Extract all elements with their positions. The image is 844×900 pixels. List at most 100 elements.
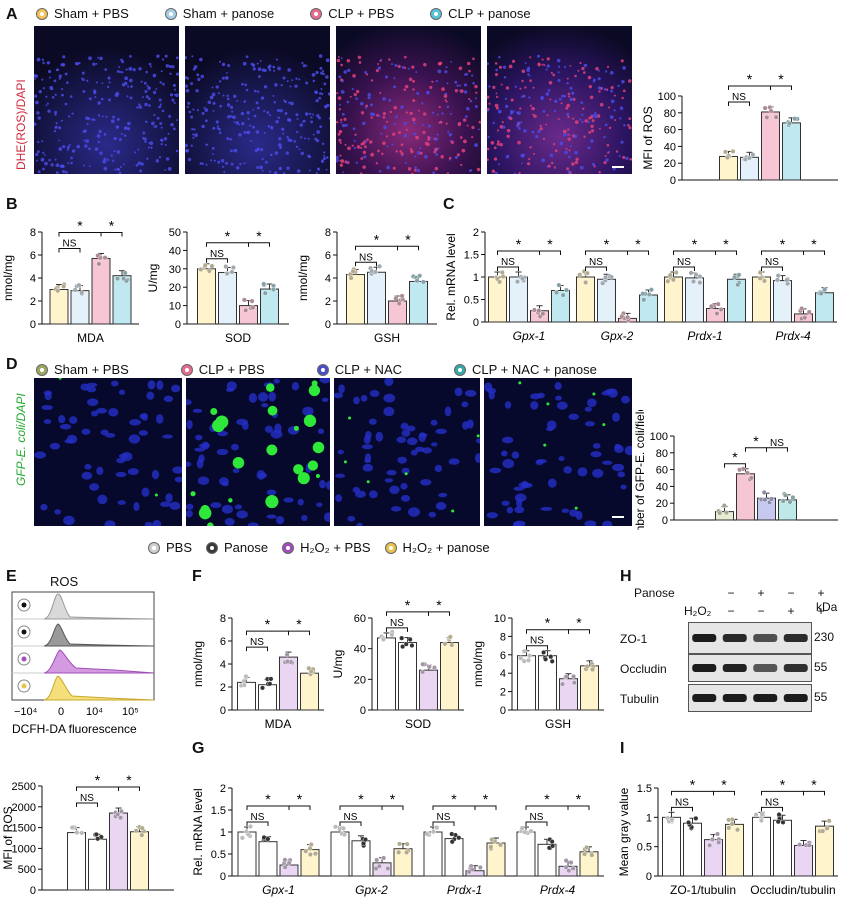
tick-label: 4	[220, 659, 226, 671]
panel-label-b: B	[6, 196, 18, 213]
nucleus	[487, 95, 490, 99]
nucleus	[186, 105, 189, 109]
wb-label: Tubulin	[620, 692, 659, 706]
nucleus	[321, 159, 324, 162]
nucleus	[466, 107, 470, 111]
nucleus	[577, 467, 588, 477]
bar	[130, 831, 149, 891]
significance-bracket	[339, 821, 362, 826]
data-point	[249, 298, 255, 304]
nucleus	[89, 483, 100, 491]
nucleus	[149, 141, 154, 146]
nucleus	[108, 98, 111, 102]
nucleus	[624, 445, 632, 456]
data-point	[522, 829, 528, 835]
significance-bracket	[381, 805, 404, 810]
significance-bracket	[728, 101, 750, 106]
data-point	[202, 262, 208, 268]
nucleus	[231, 110, 234, 113]
band	[722, 634, 747, 642]
nucleus	[447, 130, 450, 133]
nucleus	[559, 141, 564, 146]
nucleus	[384, 478, 394, 483]
nucleus	[185, 88, 190, 93]
nucleus	[173, 88, 177, 91]
nucleus	[196, 458, 204, 469]
nucleus	[582, 107, 585, 110]
nucleus	[566, 167, 570, 171]
nucleus	[607, 106, 611, 109]
bar	[778, 499, 797, 521]
nucleus	[341, 123, 346, 128]
tick-label: 2	[30, 296, 36, 308]
nucleus	[502, 125, 506, 129]
nucleus	[282, 76, 286, 80]
tick-label: 60	[656, 465, 668, 477]
nucleus	[517, 121, 521, 126]
nucleus	[283, 497, 294, 503]
nucleus	[563, 65, 567, 69]
nucleus	[140, 80, 143, 83]
data-point	[431, 665, 437, 671]
western-blot: Panose H₂O₂ − + − + − − + + kDa ZO-1 230 Occlu…	[620, 586, 844, 736]
data-point	[787, 499, 793, 505]
data-point	[600, 280, 606, 286]
nucleus	[253, 89, 257, 93]
nucleus	[399, 150, 403, 153]
nucleus	[61, 63, 66, 67]
nucleus	[186, 419, 193, 430]
data-point	[260, 685, 266, 691]
tick-label: 20	[354, 674, 366, 686]
tick-label: 4	[325, 273, 331, 285]
bacteria	[451, 509, 455, 513]
nucleus	[175, 72, 179, 76]
nucleus	[186, 399, 192, 406]
nucleus	[139, 169, 142, 173]
panel-label-a: A	[6, 6, 18, 23]
nucleus	[514, 506, 525, 514]
nucleus	[606, 65, 610, 68]
data-point	[568, 860, 574, 866]
nucleus	[85, 116, 89, 120]
nucleus	[36, 150, 40, 154]
nucleus	[246, 131, 249, 134]
nucleus	[101, 115, 104, 118]
nucleus	[400, 422, 409, 430]
data-point	[690, 279, 696, 285]
nucleus	[188, 110, 192, 114]
nucleus	[270, 126, 274, 130]
nucleus	[493, 146, 497, 150]
nucleus	[316, 502, 323, 507]
nucleus	[462, 118, 467, 122]
data-point	[500, 274, 506, 280]
nucleus	[335, 473, 346, 478]
nucleus	[532, 86, 535, 89]
bar	[398, 642, 417, 711]
nucleus	[340, 90, 345, 94]
data-point	[270, 286, 276, 292]
nucleus	[445, 100, 448, 103]
tick-label: 0.5	[211, 849, 226, 861]
significance-bracket	[525, 821, 548, 826]
nucleus	[590, 139, 594, 143]
nucleus	[207, 100, 212, 105]
nucleus	[463, 139, 467, 144]
nucleus	[105, 115, 108, 118]
bacteria	[348, 416, 352, 420]
nucleus	[407, 167, 412, 171]
data-point	[549, 658, 555, 664]
nucleus	[195, 434, 203, 441]
nucleus	[436, 113, 439, 116]
nucleus	[54, 509, 61, 515]
nucleus	[201, 124, 205, 129]
nucleus	[256, 90, 260, 93]
nucleus	[156, 380, 164, 391]
data-point	[95, 836, 101, 842]
nucleus	[284, 100, 287, 104]
data-point	[380, 636, 386, 642]
nucleus	[621, 395, 630, 404]
tick-label: 1.5	[211, 805, 226, 817]
bacteria	[207, 522, 214, 526]
data-point	[716, 839, 722, 845]
